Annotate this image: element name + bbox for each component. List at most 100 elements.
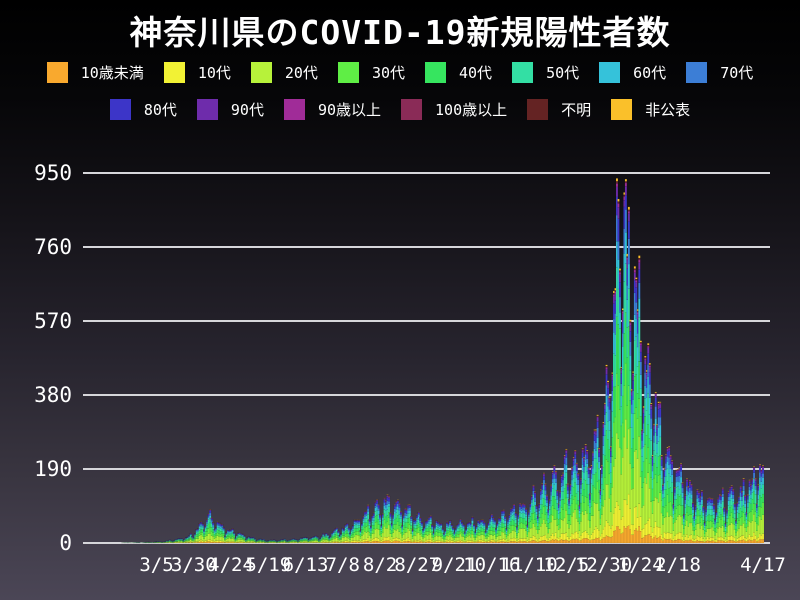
bar-segment [587,477,590,485]
bar-segment [586,453,589,459]
bar-segment [647,353,650,365]
bar-segment [638,255,641,259]
bar-segment [597,452,601,458]
bar-segment [617,202,620,204]
bar-segment [389,517,392,521]
bar-segment [596,416,599,418]
bar-segment [584,446,587,449]
bar-segment [377,505,380,509]
bar-segment [566,493,569,498]
bar-segment [533,497,537,502]
bar-segment [232,532,236,534]
bar-segment [542,476,546,481]
bar-segment [410,517,413,519]
legend-label: 90歳以上 [317,100,382,119]
bar-segment [606,384,610,389]
legend-row-1: 10歳未満 10代 20代 30代 40代 50代 60代 70代 [0,61,800,83]
bar-segment [654,391,657,393]
bar-segment [532,487,535,491]
bar-segment [346,525,349,527]
bar-segment [584,444,587,446]
bar-segment [596,414,599,416]
bar-segment [441,530,444,533]
bar-segment [660,457,663,460]
legend-label: 20代 [284,63,318,82]
bar-segment [671,461,674,465]
bar-segment [408,506,411,509]
legend-item-5: 40代 [425,61,492,83]
bar-segment [638,258,641,261]
bar-segment [553,466,556,469]
bar-segment [681,483,684,486]
legend: 10歳未満 10代 20代 30代 40代 50代 60代 70代 80代 90代 90歳以上 10… [0,61,800,120]
bar-segment [681,497,684,506]
bar-segment [648,362,651,365]
bar-segment [514,515,517,518]
bar-segment [387,501,391,504]
bar-segment [231,529,234,532]
bar-segment [629,331,632,342]
bar-segment [514,513,517,516]
bar-segment [618,271,622,273]
bar-segment [617,218,620,242]
bar-segment [367,506,370,509]
bar-segment [410,525,413,529]
bar-segment [368,521,371,524]
bar-segment [429,516,432,519]
y-tick-label-760: 760 [34,235,72,259]
bar-segment [524,513,528,517]
bar-segment [615,178,619,182]
bar-segment [617,198,620,202]
bar-segment [483,526,486,530]
bar-segment [420,522,423,525]
bar-segment [685,481,689,487]
bar-segment [660,465,663,471]
bar-segment [647,347,650,354]
bar-segment [450,525,453,528]
bar-segment [618,311,622,329]
bar-segment [639,374,642,389]
bar-segment [605,364,608,367]
bar-segment [358,523,361,526]
bar-segment [681,487,684,493]
bar-segment [440,523,443,526]
bar-segment [222,533,225,536]
legend-label: 10歳未満 [80,63,144,82]
bar-segment [524,509,528,513]
bar-segment [697,492,701,495]
bar-segment [650,404,653,407]
legend-label: 90代 [230,100,264,119]
legend-swatch [611,98,633,120]
bar-segment [502,510,505,512]
bar-segment [346,523,349,526]
bar-segment [358,520,361,523]
legend-label: 60代 [633,63,667,82]
bar-segment [577,479,580,485]
legend-swatch [401,98,423,120]
bar-segment [618,272,622,275]
bar-segment [377,510,380,515]
bar-segment [671,474,674,483]
bar-segment [222,529,225,532]
bar-segment [608,409,611,421]
bar-segment [375,500,379,502]
bar-segment [660,459,663,466]
bar-segment [450,525,453,527]
bar-segment [483,525,486,528]
y-tick-label-0: 0 [59,531,72,555]
bar-segment [410,522,413,526]
bar-segment [624,182,628,187]
bar-segment [608,420,611,431]
bar-segment [691,509,695,514]
bar-segment [337,532,340,535]
bar-segment [554,472,557,476]
bar-segment [462,528,465,532]
bar-segment [615,183,619,188]
bar-segment [533,493,537,498]
bar-segment [574,449,577,451]
bar-segment [615,186,619,198]
bar-segment [615,181,619,183]
bar-segment [587,473,590,478]
